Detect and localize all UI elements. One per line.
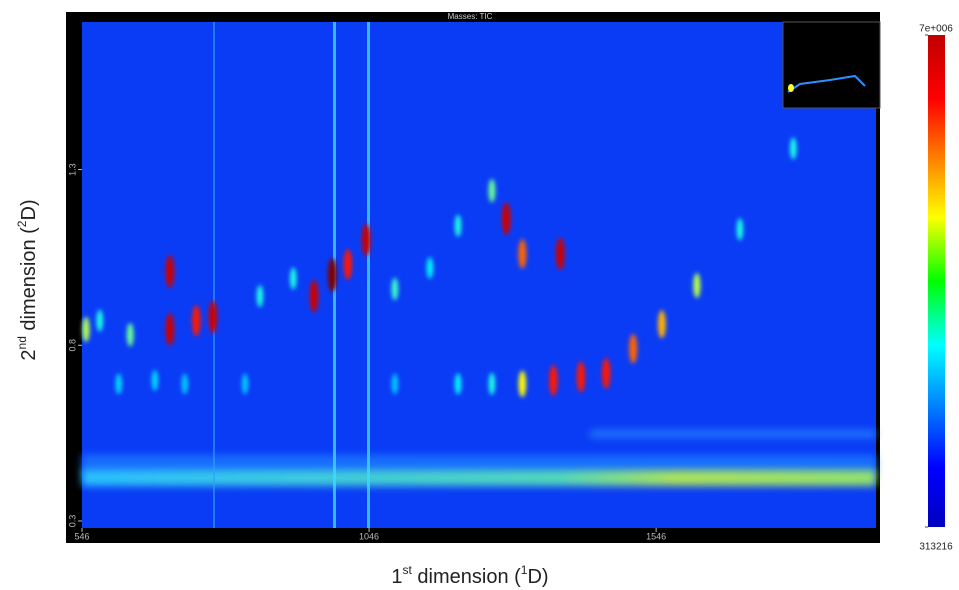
colorbar-tick-label: 313216	[919, 542, 953, 553]
peak	[309, 279, 319, 313]
inset-peak	[788, 84, 794, 92]
axis-label-part: dimension (	[18, 227, 40, 336]
peak	[165, 255, 175, 288]
x-axis-label: 1st dimension (1D)	[391, 563, 548, 588]
inset	[782, 21, 881, 109]
axis-label-part: 2	[18, 349, 40, 360]
y-tick-label: 1.3	[67, 163, 77, 176]
peak	[115, 373, 122, 395]
axis-label-part: 1	[391, 566, 402, 588]
chart-title: Masses: TIC	[448, 12, 493, 21]
y-tick-label: 0.3	[67, 515, 77, 528]
inset-trace	[787, 74, 866, 93]
peak	[454, 214, 462, 237]
y-tick-label: 0.8	[67, 339, 77, 352]
peak	[391, 373, 399, 395]
peak	[181, 373, 188, 395]
peak	[576, 361, 586, 393]
x-tick-label: 1546	[646, 531, 666, 541]
peak	[192, 305, 201, 337]
background	[82, 22, 876, 528]
peak	[693, 273, 701, 299]
x-tick-label: 1046	[359, 531, 379, 541]
peak	[488, 178, 496, 203]
peak	[343, 248, 353, 280]
peak	[549, 364, 558, 396]
peak	[391, 277, 399, 301]
axis-label-part: st	[403, 563, 413, 577]
peak	[555, 237, 565, 271]
peak	[488, 372, 496, 395]
peak	[501, 202, 511, 236]
axis-label-part: 1	[521, 563, 528, 577]
band	[82, 470, 876, 486]
axis-label-part: nd	[15, 336, 29, 349]
peak	[289, 267, 297, 290]
axis-label-part: 2	[15, 220, 29, 227]
peak	[151, 369, 159, 391]
streak	[367, 22, 370, 528]
streak	[213, 22, 215, 528]
colorbar	[928, 35, 945, 527]
band	[590, 430, 876, 438]
peak	[96, 309, 104, 332]
peak	[518, 370, 527, 398]
y-axis-label: 2nd dimension (2D)	[15, 199, 40, 360]
peak	[736, 218, 744, 241]
axis-label-part: D)	[527, 566, 548, 588]
axis-label-part: D)	[18, 199, 40, 220]
peak	[657, 310, 666, 339]
axis-label-part: dimension (	[412, 566, 521, 588]
peak	[629, 334, 638, 364]
peak	[208, 300, 218, 334]
peak	[790, 137, 797, 160]
peak	[241, 373, 249, 395]
peak	[454, 373, 462, 395]
peak	[82, 316, 90, 342]
peak	[165, 313, 175, 346]
peak	[518, 239, 527, 269]
peak	[327, 258, 337, 292]
colorbar-tick-label: 7e+006	[919, 24, 953, 35]
peak	[256, 285, 264, 308]
x-tick-label: 546	[74, 531, 89, 541]
plot-area	[82, 21, 881, 528]
peak	[361, 223, 371, 257]
peak	[426, 257, 434, 279]
peak	[126, 322, 134, 347]
peak	[601, 357, 611, 389]
